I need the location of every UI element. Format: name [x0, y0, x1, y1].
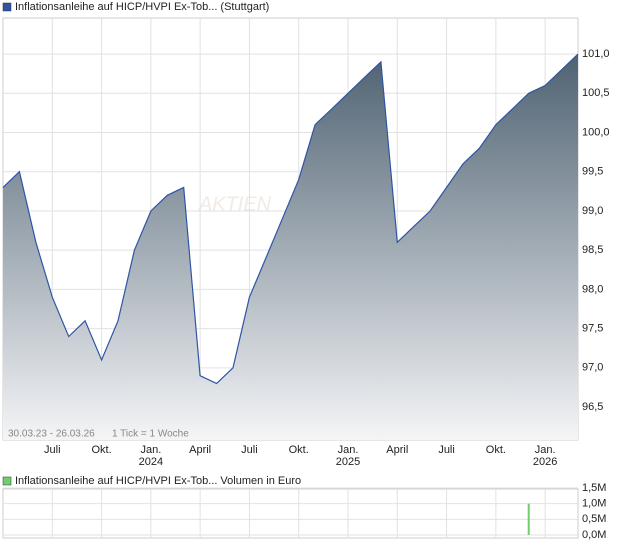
y-tick-label: 97,0: [582, 362, 603, 374]
x-tick-label: Jan.: [140, 444, 161, 456]
volume-bar: [527, 503, 530, 535]
volume-title: Inflationsanleihe auf HICP/HVPI Ex-Tob..…: [15, 475, 301, 487]
x-tick-label: Juli: [438, 444, 455, 456]
y-tick-label: 100,0: [582, 126, 610, 138]
x-tick-label: April: [386, 444, 408, 456]
x-tick-label: Juli: [44, 444, 61, 456]
y-tick-label: 98,5: [582, 244, 603, 256]
x-tick-label: Okt.: [91, 444, 111, 456]
y-tick-label: 0,0M: [582, 529, 606, 541]
y-tick-label: 101,0: [582, 48, 610, 60]
legend-swatch: [2, 2, 12, 12]
year-label: 2025: [336, 456, 360, 468]
date-range: 30.03.23 - 26.03.26: [8, 429, 95, 440]
area: [3, 54, 578, 440]
watermark: AKTIEN: [198, 193, 272, 215]
y-tick-label: 96,5: [582, 401, 603, 413]
year-label: 2024: [139, 456, 163, 468]
x-tick-label: Jan.: [535, 444, 556, 456]
y-tick-label: 1,0M: [582, 498, 606, 510]
y-tick-label: 1,5M: [582, 482, 606, 494]
tick-note: 1 Tick = 1 Woche: [112, 429, 189, 440]
chart-title: Inflationsanleihe auf HICP/HVPI Ex-Tob..…: [15, 1, 269, 13]
plot-area: [2, 488, 579, 539]
y-tick-label: 99,0: [582, 205, 603, 217]
x-tick-label: Juli: [241, 444, 258, 456]
x-tick-label: April: [189, 444, 211, 456]
y-tick-label: 98,0: [582, 283, 603, 295]
year-label: 2026: [533, 456, 557, 468]
x-tick-label: Jan.: [338, 444, 359, 456]
y-tick-label: 0,5M: [582, 513, 606, 525]
x-tick-label: Okt.: [486, 444, 506, 456]
x-tick-label: Okt.: [289, 444, 309, 456]
y-tick-label: 97,5: [582, 323, 603, 335]
y-tick-label: 99,5: [582, 166, 603, 178]
y-tick-label: 100,5: [582, 87, 610, 99]
legend-swatch: [2, 476, 12, 486]
line: [2, 53, 579, 385]
